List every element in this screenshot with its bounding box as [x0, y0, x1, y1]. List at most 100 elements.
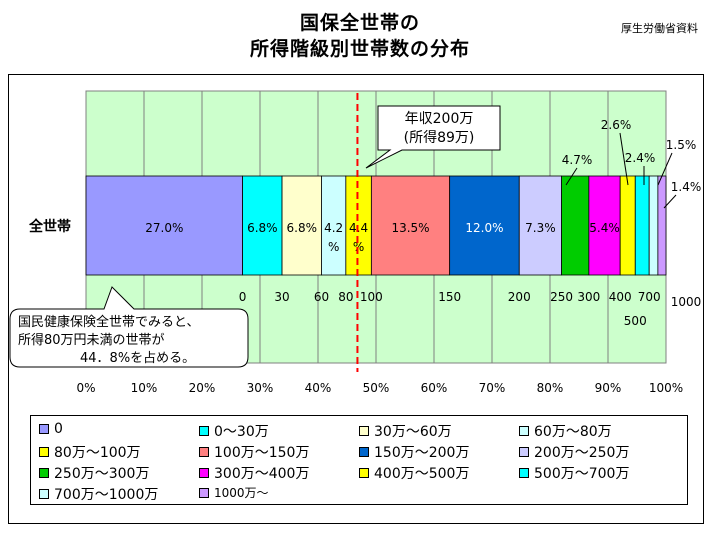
legend-swatch: [199, 447, 209, 457]
legend-swatch: [359, 447, 369, 457]
x-tick-label: 50%: [363, 381, 390, 395]
boundary-label: 30: [274, 290, 289, 304]
legend-label: 60万～80万: [534, 424, 612, 440]
legend-swatch: [359, 468, 369, 478]
note-line3: 44．8%を占める。: [80, 351, 195, 366]
note-callout: [9, 286, 249, 368]
boundary-label: 700: [638, 290, 661, 304]
data-label: 5.4%: [589, 221, 620, 235]
legend-item: 0～30万: [199, 421, 269, 441]
data-label: 13.5%: [391, 221, 429, 235]
x-tick-label: 0%: [76, 381, 95, 395]
category-label: 全世帯: [28, 218, 71, 235]
boundary-label: 100: [360, 290, 383, 304]
data-label: %: [328, 240, 339, 254]
threshold-callout: [365, 105, 501, 169]
boundary-label: 60: [314, 290, 329, 304]
boundary-label: 1000: [671, 295, 702, 309]
legend-label: 300万～400万: [214, 466, 310, 482]
legend-item: 150万～200万: [359, 442, 469, 462]
bar-segment-5: [370, 175, 451, 276]
data-label: 6.8%: [287, 221, 318, 235]
legend-item: 200万～250万: [519, 442, 629, 462]
x-tick-label: 20%: [189, 381, 216, 395]
bar-segment-11: [634, 175, 650, 276]
legend-label: 500万～700万: [534, 466, 630, 482]
x-tick-label: 60%: [421, 381, 448, 395]
legend-item: 30万～60万: [359, 421, 452, 441]
chart-frame: [8, 74, 704, 524]
x-tick-label: 10%: [131, 381, 158, 395]
boundary-label: 0: [239, 290, 247, 304]
boundary-label: 250: [550, 290, 573, 304]
threshold-callout-line1: 年収200万: [405, 111, 474, 127]
note-line1: 国民健康保険全世帯でみると、: [18, 314, 199, 330]
leader-line: [657, 152, 673, 186]
legend-item: 1000万～: [199, 484, 269, 501]
boundary-label: 80: [338, 290, 353, 304]
legend-item: 60万～80万: [519, 421, 612, 441]
bar-segment-7: [518, 175, 563, 276]
legend-swatch: [199, 468, 209, 478]
legend-item: 400万～500万: [359, 463, 469, 483]
x-tick-label: 100%: [649, 381, 683, 395]
data-label: 2.4%: [625, 151, 656, 165]
legend-swatch: [39, 468, 49, 478]
legend-label: 30万～60万: [374, 424, 452, 440]
data-label: 4.7%: [562, 153, 593, 167]
legend-swatch: [39, 447, 49, 457]
threshold-callout-line2: (所得89万): [404, 129, 475, 146]
legend-label: 400万～500万: [374, 466, 470, 482]
legend-swatch: [199, 487, 209, 498]
bar-segment-13: [657, 175, 667, 276]
bar-segment-6: [449, 175, 520, 276]
legend-item: 250万～300万: [39, 463, 149, 483]
legend-swatch: [519, 468, 529, 478]
legend-label: 80万～100万: [54, 445, 141, 461]
x-tick-label: 30%: [247, 381, 274, 395]
bar-segment-0: [85, 175, 244, 276]
chart-title-line1: 国保全世帯の: [299, 12, 420, 34]
legend: 0 0～30万 30万～60万 60万～80万 80万～100万 100万～150万 150…: [30, 415, 688, 505]
note-line2: 所得80万円未満の世帯が: [18, 332, 165, 348]
x-tick-label: 70%: [479, 381, 506, 395]
bar-segment-4: [345, 175, 372, 276]
legend-item: 80万～100万: [39, 442, 141, 462]
legend-label: 700万～1000万: [54, 487, 159, 503]
data-label: 2.6%: [601, 118, 632, 132]
legend-item: 0: [39, 421, 63, 437]
bar-segment-12: [648, 175, 659, 276]
legend-swatch: [199, 426, 209, 436]
bar-segment-10: [619, 175, 636, 276]
bar-segment-8: [561, 175, 590, 276]
chart-title-line2: 所得階級別世帯数の分布: [249, 38, 470, 60]
legend-label: 100万～150万: [214, 445, 310, 461]
x-tick-label: 90%: [595, 381, 622, 395]
legend-item: 500万～700万: [519, 463, 629, 483]
legend-item: 100万～150万: [199, 442, 309, 462]
legend-label: 0: [54, 421, 63, 437]
source-label: 厚生労働省資料: [621, 22, 698, 35]
legend-item: 300万～400万: [199, 463, 309, 483]
boundary-label: 500: [624, 314, 647, 328]
data-label: 6.8%: [247, 221, 278, 235]
legend-label: 250万～300万: [54, 466, 150, 482]
legend-swatch: [359, 426, 369, 436]
legend-label: 1000万～: [214, 486, 269, 500]
legend-swatch: [39, 489, 49, 499]
legend-swatch: [519, 447, 529, 457]
data-label: 1.5%: [666, 138, 697, 152]
boundary-label: 300: [577, 290, 600, 304]
x-tick-label: 40%: [305, 381, 332, 395]
legend-label: 0～30万: [214, 424, 269, 440]
boundary-label: 400: [609, 290, 632, 304]
legend-label: 150万～200万: [374, 445, 470, 461]
boundary-label: 200: [508, 290, 531, 304]
legend-swatch: [39, 424, 49, 434]
data-label: 4.2: [324, 221, 343, 235]
leader-line: [565, 167, 578, 186]
data-label: 1.4%: [671, 180, 702, 194]
data-label: 12.0%: [465, 221, 503, 235]
legend-swatch: [519, 426, 529, 436]
